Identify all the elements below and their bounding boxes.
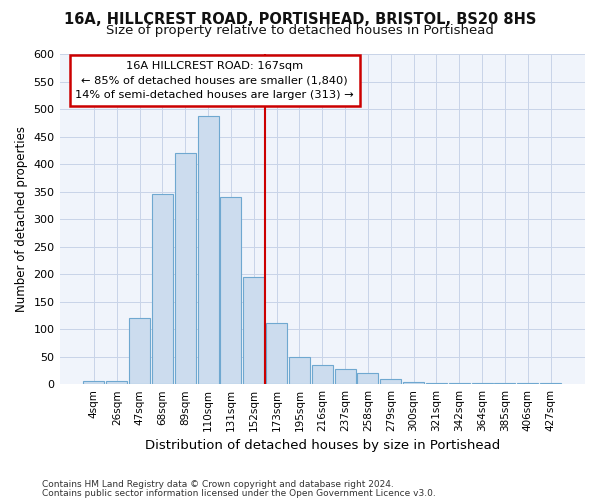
Bar <box>129 318 150 384</box>
Text: Contains HM Land Registry data © Crown copyright and database right 2024.: Contains HM Land Registry data © Crown c… <box>42 480 394 489</box>
Text: Contains public sector information licensed under the Open Government Licence v3: Contains public sector information licen… <box>42 489 436 498</box>
Bar <box>426 383 447 384</box>
Bar <box>175 153 196 384</box>
Bar <box>106 382 127 384</box>
Text: Size of property relative to detached houses in Portishead: Size of property relative to detached ho… <box>106 24 494 37</box>
Bar <box>83 382 104 384</box>
Bar <box>358 373 379 384</box>
Bar <box>289 356 310 384</box>
Text: 16A, HILLCREST ROAD, PORTISHEAD, BRISTOL, BS20 8HS: 16A, HILLCREST ROAD, PORTISHEAD, BRISTOL… <box>64 12 536 28</box>
Bar <box>220 197 241 384</box>
Bar <box>152 194 173 384</box>
Bar <box>266 322 287 384</box>
Bar <box>380 379 401 384</box>
Bar <box>540 383 561 384</box>
Bar <box>472 383 493 384</box>
Bar <box>335 370 356 384</box>
Bar <box>312 365 333 384</box>
Text: 16A HILLCREST ROAD: 167sqm
← 85% of detached houses are smaller (1,840)
14% of s: 16A HILLCREST ROAD: 167sqm ← 85% of deta… <box>75 60 354 100</box>
X-axis label: Distribution of detached houses by size in Portishead: Distribution of detached houses by size … <box>145 440 500 452</box>
Bar <box>449 383 470 384</box>
Bar <box>517 383 538 384</box>
Bar <box>197 116 218 384</box>
Bar <box>243 277 264 384</box>
Bar <box>403 382 424 384</box>
Bar <box>494 383 515 384</box>
Y-axis label: Number of detached properties: Number of detached properties <box>15 126 28 312</box>
